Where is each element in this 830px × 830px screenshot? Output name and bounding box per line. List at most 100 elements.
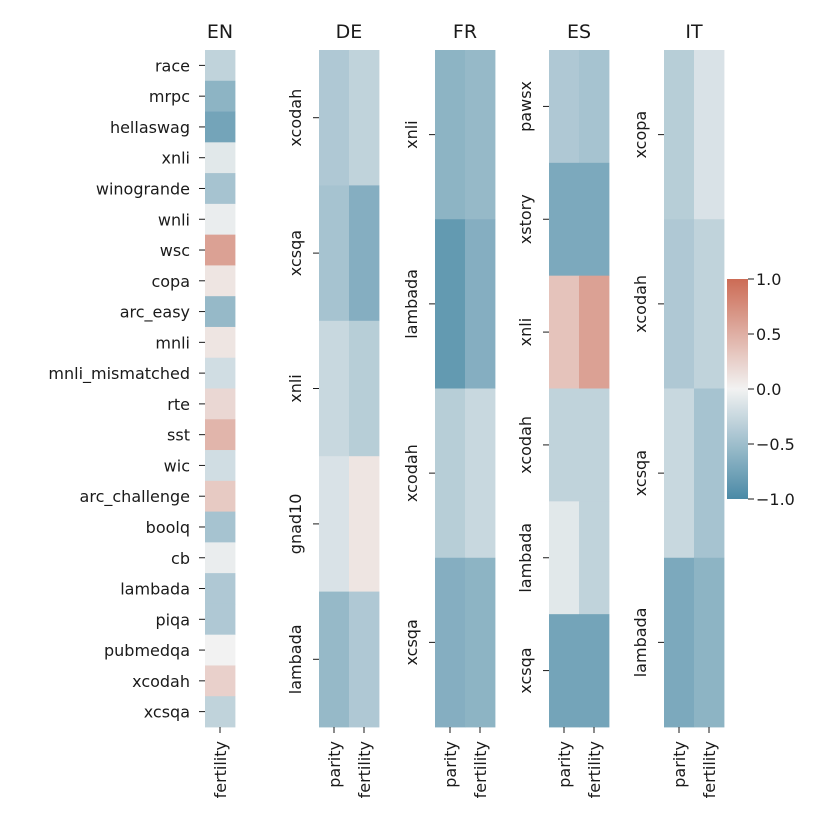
row-label: xcodah — [132, 672, 190, 691]
heatmap-cell — [664, 388, 695, 559]
heatmap-cell — [465, 388, 496, 559]
row-label: mnli — [155, 333, 190, 352]
heatmap-cell — [435, 388, 466, 559]
row-label: pubmedqa — [104, 641, 190, 660]
row-label: xcodah — [631, 275, 650, 333]
heatmap-cell — [664, 50, 695, 220]
panel-it: IT xcopa xcodah xcsqa lambada parity fertility — [631, 21, 725, 798]
heatmap-cell — [435, 557, 466, 728]
column-label: parity — [325, 741, 344, 788]
heatmap-cell — [549, 50, 580, 164]
heatmap-cell — [205, 419, 236, 451]
colorbar-gradient — [727, 279, 748, 499]
heatmap-cell — [205, 388, 236, 420]
heatmap-cell — [205, 542, 236, 574]
heatmap-cell — [579, 501, 610, 615]
row-label: xcodah — [516, 416, 535, 474]
heatmap-cell — [319, 185, 350, 322]
heatmap-cell — [549, 388, 580, 502]
panel-title: DE — [336, 21, 363, 43]
panel-title: ES — [567, 21, 591, 43]
column-label: fertility — [471, 741, 490, 798]
row-label: pawsx — [516, 81, 535, 132]
row-label: copa — [151, 272, 190, 291]
row-label: boolq — [146, 518, 190, 537]
heatmap-cell — [435, 50, 466, 220]
row-label: lambada — [286, 624, 305, 694]
row-label: xcsqa — [516, 647, 535, 693]
heatmap-cell — [349, 50, 380, 186]
column-label: fertility — [211, 741, 230, 798]
panel-title: EN — [207, 21, 233, 43]
row-label: piqa — [155, 610, 190, 629]
row-label: wic — [164, 456, 190, 475]
heatmap-cell — [319, 320, 350, 457]
colorbar-tick-label: 1.0 — [756, 270, 781, 289]
row-label: wnli — [158, 210, 190, 229]
row-label: mnli_mismatched — [48, 364, 190, 384]
row-label: race — [155, 56, 190, 75]
heatmap-cell — [205, 634, 236, 666]
heatmap-cell — [205, 234, 236, 266]
column-label: fertility — [700, 741, 719, 798]
row-label: xnli — [286, 374, 305, 403]
column-label: fertility — [355, 741, 374, 798]
heatmap-cell — [205, 50, 236, 82]
row-label: xcodah — [402, 444, 421, 502]
heatmap-cell — [205, 696, 236, 728]
row-label: xcsqa — [286, 230, 305, 276]
row-label: hellaswag — [110, 118, 190, 137]
row-label: xcodah — [286, 89, 305, 147]
heatmap-cell — [465, 219, 496, 389]
heatmap-cell — [579, 162, 610, 277]
heatmap-cell — [664, 557, 695, 728]
row-label: rte — [167, 395, 190, 414]
row-label: xcsqa — [402, 619, 421, 665]
row-label: xstory — [516, 194, 535, 244]
heatmap-cell — [319, 50, 350, 186]
panel-fr: FR xnli lambada xcodah xcsqa parity fertility — [402, 21, 496, 798]
colorbar-tick-label: 0.5 — [756, 325, 781, 344]
heatmap-cell — [205, 265, 236, 297]
heatmap-cell — [664, 219, 695, 389]
heatmap-cell — [349, 456, 380, 592]
row-label: gnad10 — [286, 494, 305, 555]
heatmap-cell — [205, 80, 236, 112]
row-label: lambada — [631, 607, 650, 677]
row-label: arc_challenge — [80, 487, 190, 507]
heatmap-panels: EN race mrpc hellaswag xnli winogrande wnli wsc… — [48, 21, 725, 798]
column-label: fertility — [585, 741, 604, 798]
heatmap-cell — [319, 456, 350, 592]
heatmap-cell — [465, 557, 496, 728]
row-label: lambada — [516, 523, 535, 593]
row-label: cb — [171, 549, 190, 568]
row-label: lambada — [120, 580, 190, 599]
row-label: xnli — [516, 318, 535, 347]
heatmap-cell — [205, 511, 236, 543]
row-label: mrpc — [149, 87, 190, 106]
heatmap-cell — [205, 603, 236, 636]
heatmap-cell — [319, 591, 350, 728]
row-label: xnli — [402, 120, 421, 149]
heatmap-cell — [579, 275, 610, 389]
row-label: xcsqa — [144, 703, 190, 722]
heatmap-cell — [205, 326, 236, 359]
heatmap-cell — [549, 614, 580, 728]
heatmap-cell — [549, 275, 580, 389]
heatmap-cell — [205, 480, 236, 512]
row-label: lambada — [402, 269, 421, 339]
heatmap-cell — [579, 614, 610, 728]
heatmap-cell — [349, 320, 380, 457]
heatmap-cell — [579, 50, 610, 164]
row-label: wsc — [160, 241, 190, 260]
panel-title: IT — [685, 21, 703, 43]
heatmap-cell — [205, 142, 236, 174]
heatmap-cell — [349, 185, 380, 322]
heatmap-cell — [435, 219, 466, 389]
heatmap-cell — [205, 203, 236, 236]
panel-en: EN race mrpc hellaswag xnli winogrande wnli wsc… — [48, 21, 236, 798]
heatmap-cell — [205, 450, 236, 482]
heatmap-cell — [205, 665, 236, 697]
heatmap-cell — [694, 388, 725, 559]
